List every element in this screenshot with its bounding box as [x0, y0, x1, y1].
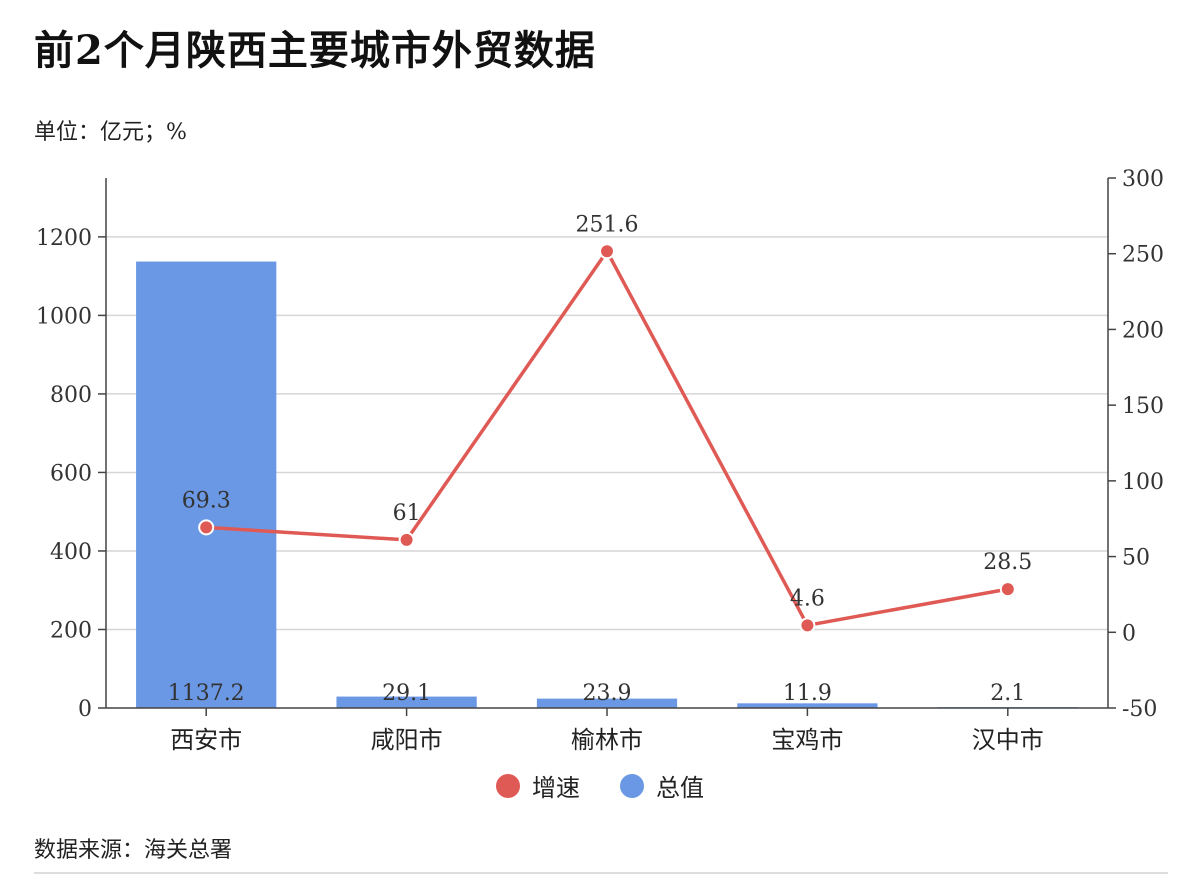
growth-value-label: 251.6	[576, 212, 639, 237]
y-right-tick-label: 100	[1122, 470, 1164, 495]
x-tick-label: 榆林市	[571, 726, 643, 754]
y-right-tick-label: 300	[1122, 167, 1164, 192]
y-right-tick-label: 150	[1122, 394, 1164, 419]
bar-value-label: 23.9	[583, 681, 632, 706]
legend-label-growth: 增速	[532, 774, 580, 802]
growth-point	[799, 617, 816, 634]
y-left-tick-label: 800	[50, 383, 92, 408]
y-left-tick-label: 600	[50, 461, 92, 486]
y-right-tick-label: 200	[1122, 318, 1164, 343]
growth-value-label: 61	[393, 501, 421, 526]
x-tick-label: 咸阳市	[371, 726, 443, 754]
growth-line	[206, 249, 1009, 628]
legend-item-growth[interactable]: 增速	[496, 768, 580, 803]
bar-value-label: 11.9	[783, 681, 832, 706]
bar	[536, 698, 678, 708]
legend-item-total[interactable]: 总值	[620, 768, 704, 803]
y-left-tick-label: 200	[50, 618, 92, 643]
legend-dot-total	[620, 773, 644, 798]
legend-dot-growth	[496, 773, 520, 798]
growth-point	[198, 519, 215, 536]
bar-value-label: 2.1	[990, 681, 1025, 706]
y-right-tick-label: -50	[1122, 697, 1157, 722]
x-tick-label: 宝鸡市	[771, 726, 843, 754]
y-right-tick-label: 50	[1122, 546, 1150, 571]
growth-point	[599, 243, 615, 260]
source-note: 数据来源：海关总署	[34, 838, 233, 863]
unit-label: 单位：亿元；%	[34, 120, 187, 145]
y-left-tick-label: 1200	[36, 226, 92, 251]
bar	[136, 261, 277, 708]
growth-point	[999, 581, 1016, 598]
bar-value-label: 29.1	[382, 681, 431, 706]
legend: 增速 总值	[0, 768, 1200, 803]
x-tick-label: 汉中市	[972, 726, 1044, 754]
chart-title: 前2个月陕西主要城市外贸数据	[34, 27, 596, 74]
bar-value-label: 1137.2	[168, 681, 245, 706]
bottom-divider	[34, 872, 1168, 874]
x-tick-label: 西安市	[170, 726, 242, 754]
growth-value-label: 69.3	[182, 488, 231, 513]
bar	[336, 696, 477, 708]
y-left-tick-label: 400	[50, 540, 92, 565]
y-left-tick-label: 0	[78, 697, 92, 722]
bar	[737, 703, 878, 708]
growth-point	[398, 531, 415, 548]
growth-value-label: 28.5	[983, 550, 1032, 575]
growth-value-label: 4.6	[790, 586, 825, 611]
y-right-tick-label: 250	[1122, 243, 1164, 268]
y-left-tick-label: 1000	[36, 304, 92, 329]
legend-label-total: 总值	[656, 774, 704, 802]
y-right-tick-label: 0	[1122, 621, 1136, 646]
